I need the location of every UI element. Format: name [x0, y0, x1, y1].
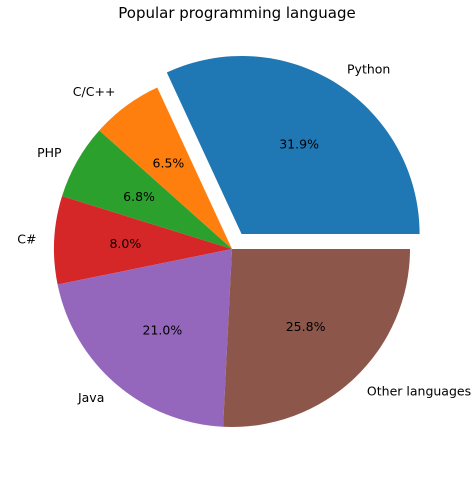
pct-label-c-c: 6.5%: [153, 156, 185, 171]
pct-label-python: 31.9%: [279, 137, 319, 152]
pct-label-c: 8.0%: [109, 236, 141, 251]
slice-c-c: [99, 87, 232, 249]
category-label-other-languages: Other languages: [367, 383, 471, 398]
slice-python: [166, 56, 420, 235]
pct-label-other-languages: 25.8%: [286, 319, 326, 334]
slice-c: [54, 196, 233, 285]
category-label-c: C#: [17, 232, 36, 247]
category-label-java: Java: [77, 390, 104, 405]
slice-other-languages: [223, 249, 410, 427]
labels-layer: 31.9% Python 6.5% C/C++ 6.8% PHP 8.0% C# 21.0% Ja…: [17, 62, 471, 405]
slices-layer: [54, 56, 420, 427]
slice-java: [57, 249, 232, 427]
slice-php: [62, 130, 232, 249]
category-label-php: PHP: [37, 145, 62, 160]
category-label-python: Python: [347, 62, 390, 77]
pct-label-java: 21.0%: [143, 322, 183, 337]
category-label-c-c: C/C++: [73, 84, 116, 99]
chart-title: Popular programming language: [118, 4, 356, 22]
pct-label-php: 6.8%: [123, 189, 155, 204]
